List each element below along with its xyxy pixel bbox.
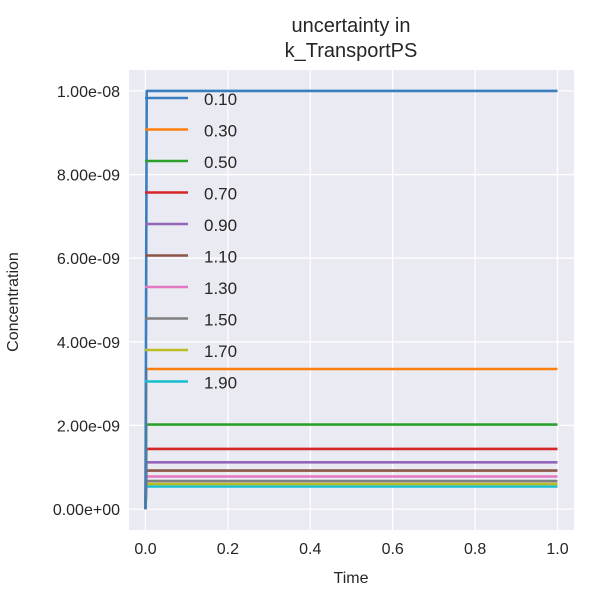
y-axis-label: Concentration — [5, 252, 22, 352]
legend-label-0-90: 0.90 — [204, 216, 237, 235]
axis-ticks: 0.0 0.2 0.4 0.6 0.8 1.0 0.00e+00 2.00e-09 4.00e-… — [53, 84, 569, 558]
x-tick-label: 0.4 — [299, 541, 321, 558]
legend-label-0-30: 0.30 — [204, 122, 237, 141]
legend-label-1-10: 1.10 — [204, 248, 237, 267]
series-line-0-10 — [144, 89, 558, 510]
x-tick-label: 0.8 — [464, 541, 486, 558]
legend-label-0-10: 0.10 — [204, 90, 237, 109]
y-tick-label: 6.00e-09 — [57, 251, 120, 268]
chart-title-line1: uncertainty in — [292, 15, 411, 37]
series-lines — [144, 89, 558, 510]
legend-label-0-50: 0.50 — [204, 153, 237, 172]
x-tick-label: 0.6 — [382, 541, 404, 558]
legend-label-0-70: 0.70 — [204, 185, 237, 204]
legend-label-1-90: 1.90 — [204, 374, 237, 393]
x-tick-label: 0.0 — [134, 541, 156, 558]
y-tick-label: 8.00e-09 — [57, 168, 120, 185]
y-tick-label: 2.00e-09 — [57, 418, 120, 435]
x-tick-label: 1.0 — [546, 541, 568, 558]
legend: 0.10 0.30 0.50 0.70 0.90 1.10 1.30 1.50 1.70 1.90 — [145, 90, 237, 393]
legend-label-1-70: 1.70 — [204, 342, 237, 361]
legend-label-1-50: 1.50 — [204, 311, 237, 330]
x-tick-label: 0.2 — [217, 541, 239, 558]
plot-area — [129, 70, 574, 530]
chart-title-line2: k_TransportPS — [285, 40, 418, 62]
legend-label-1-30: 1.30 — [204, 279, 237, 298]
x-axis-label: Time — [334, 570, 369, 587]
y-tick-label: 1.00e-08 — [57, 84, 120, 101]
y-tick-label: 0.00e+00 — [53, 502, 120, 519]
y-tick-label: 4.00e-09 — [57, 335, 120, 352]
